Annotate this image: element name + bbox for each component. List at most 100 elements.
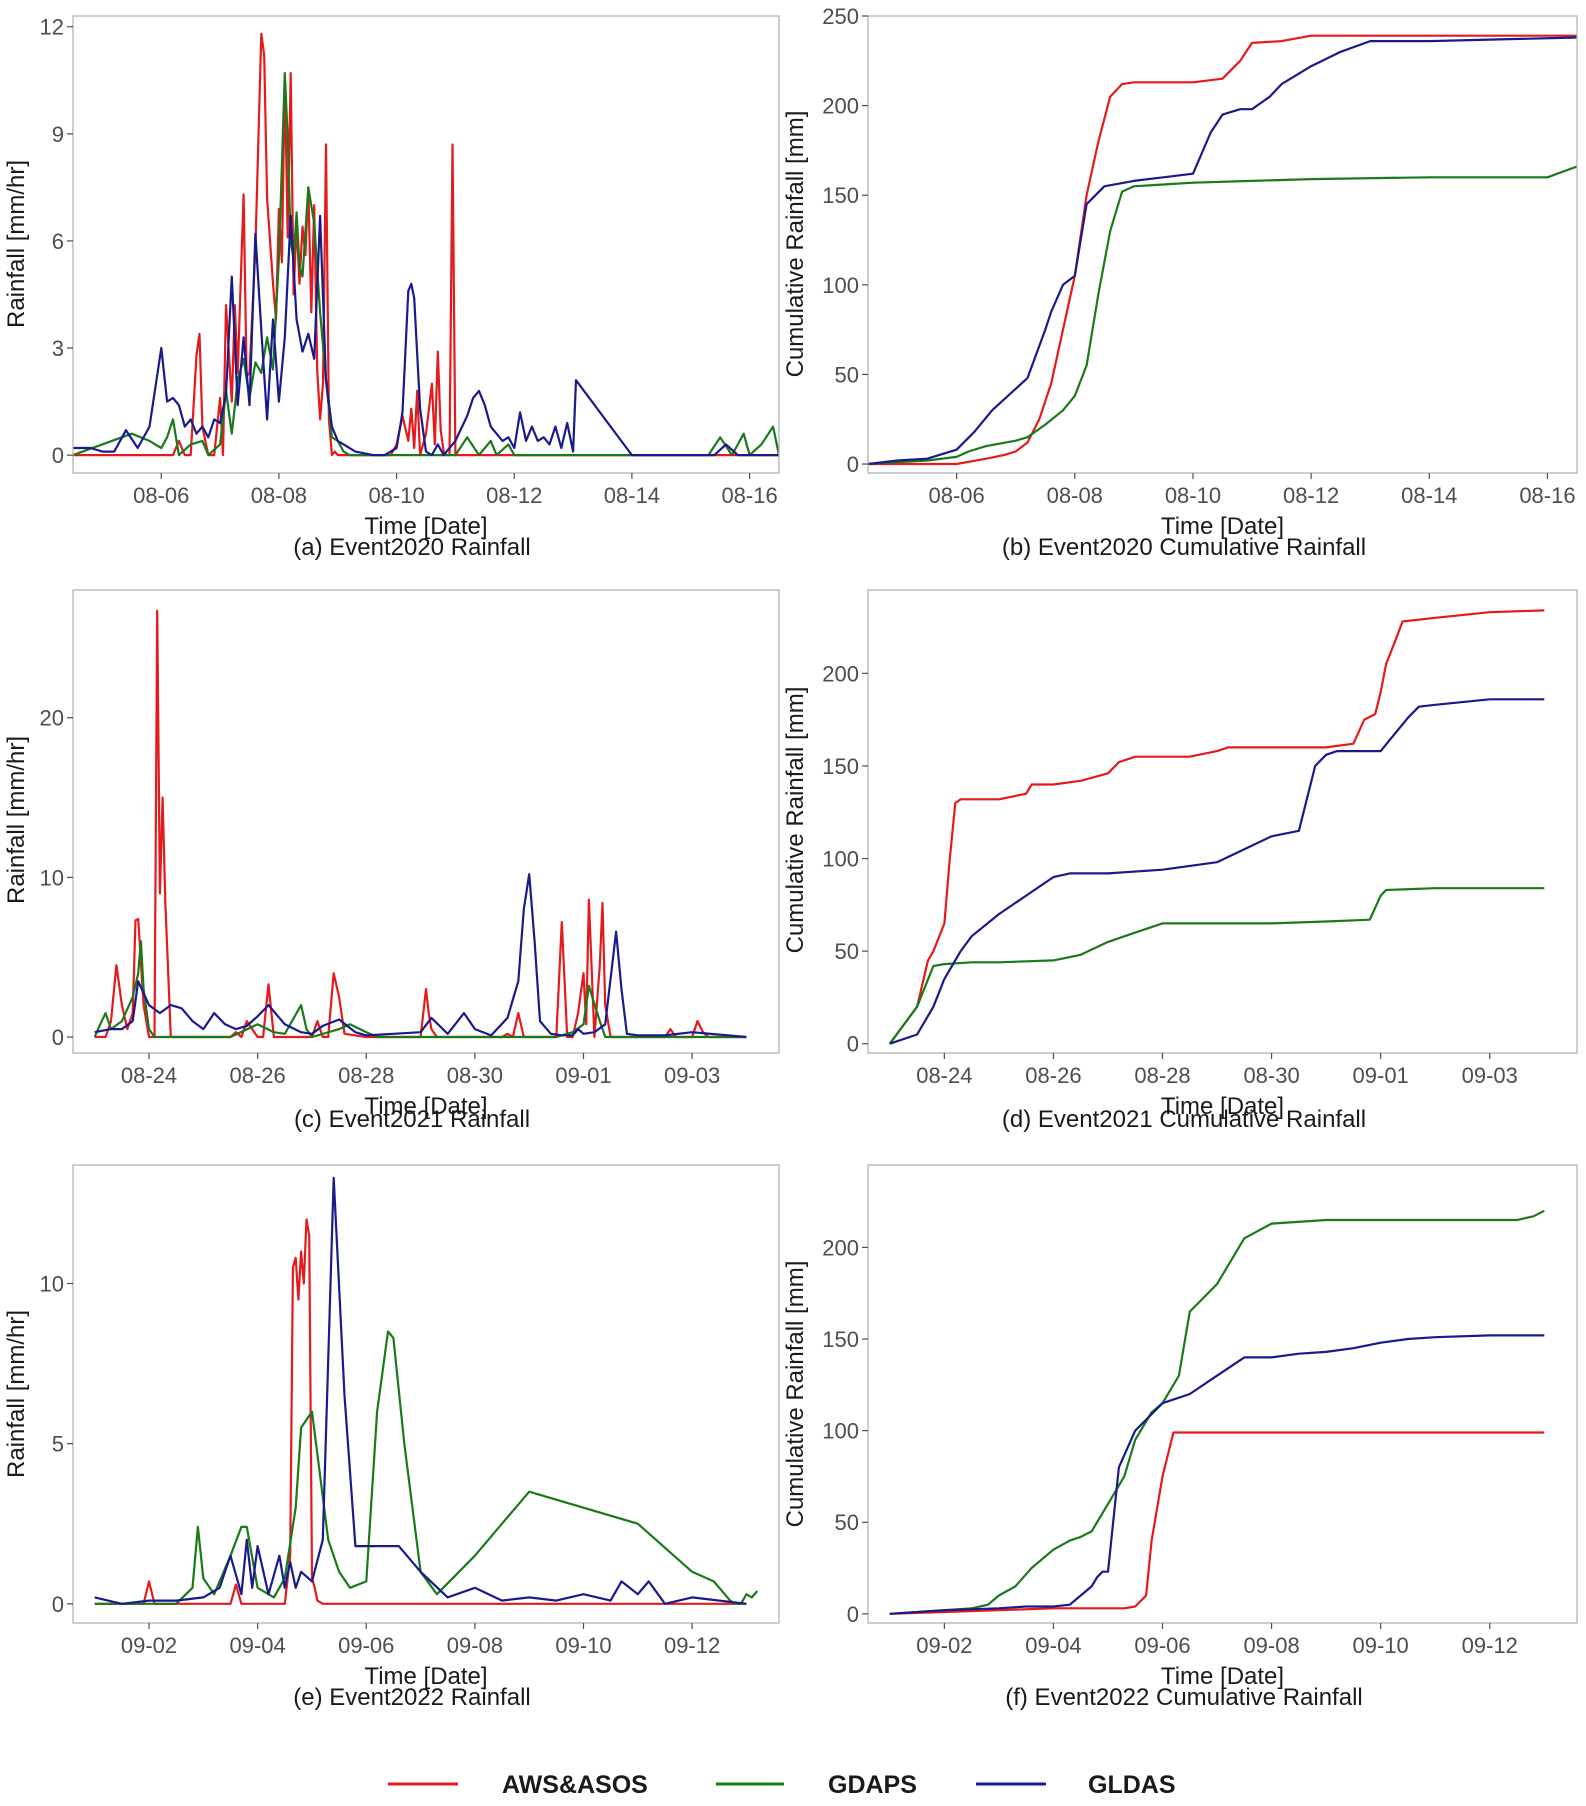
y-tick-label: 6 — [52, 229, 64, 254]
panel-caption: (d) Event2021 Cumulative Rainfall — [1002, 1106, 1366, 1133]
x-tick-label: 09-12 — [1462, 1633, 1518, 1658]
series-line-gdaps — [94, 1330, 759, 1605]
series-line-aws-asos — [889, 1431, 1545, 1615]
y-tick-label: 50 — [835, 1510, 859, 1535]
panel-d: 08-24 08-26 08-28 08-30 09-01 09-03 0 50 100 150 2… — [782, 589, 1578, 1133]
x-tick-label: 08-10 — [368, 483, 424, 508]
y-axis-title: Cumulative Rainfall [mm] — [782, 111, 809, 378]
x-tick-label: 09-08 — [447, 1633, 503, 1658]
y-tick-label: 20 — [40, 706, 64, 731]
x-tick-label: 08-26 — [230, 1063, 286, 1088]
y-tick-label: 5 — [52, 1432, 64, 1457]
x-tick-label: 08-12 — [486, 483, 542, 508]
x-tick-label: 08-06 — [133, 483, 189, 508]
series-line-aws-asos — [94, 609, 747, 1039]
x-axis-title: Time [Date] — [1161, 1663, 1284, 1690]
panel-caption: (c) Event2021 Rainfall — [294, 1106, 530, 1133]
y-tick-label: 0 — [52, 443, 64, 468]
series-line-gdaps — [889, 1209, 1545, 1615]
legend: AWS&ASOS GDAPS GLDAS — [388, 1771, 1176, 1799]
x-tick-label: 09-06 — [338, 1633, 394, 1658]
y-tick-label: 100 — [822, 1419, 859, 1444]
y-tick-label: 10 — [40, 865, 64, 890]
x-axis-title: Time [Date] — [1161, 1093, 1284, 1120]
series-line-gldas — [889, 698, 1545, 1045]
y-tick-label: 150 — [822, 183, 859, 208]
plot-frame — [72, 1164, 780, 1624]
y-axis-title: Rainfall [mm/hr] — [3, 736, 30, 904]
x-tick-label: 09-04 — [1025, 1633, 1081, 1658]
y-tick-label: 0 — [847, 452, 859, 477]
x-tick-label: 09-10 — [1353, 1633, 1409, 1658]
x-tick-label: 08-14 — [1401, 483, 1457, 508]
x-axis-title: Time [Date] — [364, 1663, 487, 1690]
y-axis-title: Cumulative Rainfall [mm] — [782, 1261, 809, 1528]
y-tick-label: 150 — [822, 754, 859, 779]
x-axis-title: Time [Date] — [364, 513, 487, 540]
y-tick-label: 10 — [40, 1272, 64, 1297]
x-tick-label: 08-16 — [1519, 483, 1575, 508]
panel-b: 08-06 08-08 08-10 08-12 08-14 08-16 0 50 100 150 2… — [782, 4, 1578, 561]
y-tick-label: 9 — [52, 122, 64, 147]
x-tick-label: 09-12 — [664, 1633, 720, 1658]
y-axis-title: Rainfall [mm/hr] — [3, 160, 30, 328]
legend-label-gldas: GLDAS — [1088, 1771, 1176, 1799]
series-line-gldas — [889, 1334, 1545, 1615]
y-tick-label: 12 — [40, 15, 64, 40]
x-tick-label: 08-16 — [721, 483, 777, 508]
series-line-gldas — [94, 1176, 747, 1605]
plot-frame — [867, 1164, 1578, 1624]
legend-label-gdaps: GDAPS — [828, 1771, 917, 1799]
plot-frame — [72, 589, 780, 1054]
y-tick-label: 100 — [822, 847, 859, 872]
panel-caption: (a) Event2020 Rainfall — [293, 534, 530, 561]
x-tick-label: 08-30 — [447, 1063, 503, 1088]
x-tick-label: 08-08 — [251, 483, 307, 508]
plot-frame — [867, 589, 1578, 1054]
y-tick-label: 0 — [52, 1592, 64, 1617]
x-tick-label: 09-10 — [555, 1633, 611, 1658]
panel-c: 08-24 08-26 08-28 08-30 09-01 09-03 0 10 20 Time … — [3, 589, 780, 1133]
series-line-gdaps — [868, 165, 1577, 466]
plot-frame — [867, 15, 1578, 474]
panel-caption: (b) Event2020 Cumulative Rainfall — [1002, 534, 1366, 561]
y-tick-label: 0 — [847, 1032, 859, 1057]
x-tick-label: 09-02 — [916, 1633, 972, 1658]
x-tick-label: 09-03 — [1462, 1063, 1518, 1088]
x-tick-label: 09-02 — [121, 1633, 177, 1658]
y-tick-label: 150 — [822, 1327, 859, 1352]
series-line-gdaps — [93, 940, 747, 1039]
series-line-gdaps — [73, 71, 779, 457]
plot-frame — [72, 15, 780, 474]
x-tick-label: 09-03 — [664, 1063, 720, 1088]
series-line-gdaps — [888, 887, 1545, 1045]
y-tick-label: 200 — [822, 94, 859, 119]
y-tick-label: 250 — [822, 4, 859, 29]
panel-e: 09-02 09-04 09-06 09-08 09-10 09-12 0 5 10 Time [… — [3, 1164, 780, 1711]
y-tick-label: 50 — [835, 362, 859, 387]
y-tick-label: 200 — [822, 661, 859, 686]
y-tick-label: 200 — [822, 1235, 859, 1260]
series-line-aws-asos — [94, 1218, 747, 1605]
x-tick-label: 09-01 — [1353, 1063, 1409, 1088]
series-line-aws-asos — [73, 32, 779, 457]
x-tick-label: 08-24 — [121, 1063, 177, 1088]
legend-label-aws-asos: AWS&ASOS — [502, 1771, 648, 1799]
x-tick-label: 08-14 — [604, 483, 660, 508]
series-line-gldas — [94, 873, 747, 1039]
x-tick-label: 08-28 — [1134, 1063, 1190, 1088]
x-tick-label: 08-06 — [928, 483, 984, 508]
series-line-gldas — [868, 36, 1577, 466]
x-tick-label: 09-06 — [1134, 1633, 1190, 1658]
x-tick-label: 09-08 — [1243, 1633, 1299, 1658]
y-tick-label: 50 — [835, 939, 859, 964]
y-axis-title: Cumulative Rainfall [mm] — [782, 687, 809, 954]
panel-caption: (e) Event2022 Rainfall — [293, 1684, 530, 1711]
x-tick-label: 08-12 — [1283, 483, 1339, 508]
x-tick-label: 09-04 — [230, 1633, 286, 1658]
x-tick-label: 08-10 — [1165, 483, 1221, 508]
panel-caption: (f) Event2022 Cumulative Rainfall — [1005, 1684, 1363, 1711]
panel-f: 09-02 09-04 09-06 09-08 09-10 09-12 0 50 100 150 2… — [782, 1164, 1578, 1711]
x-tick-label: 08-24 — [916, 1063, 972, 1088]
